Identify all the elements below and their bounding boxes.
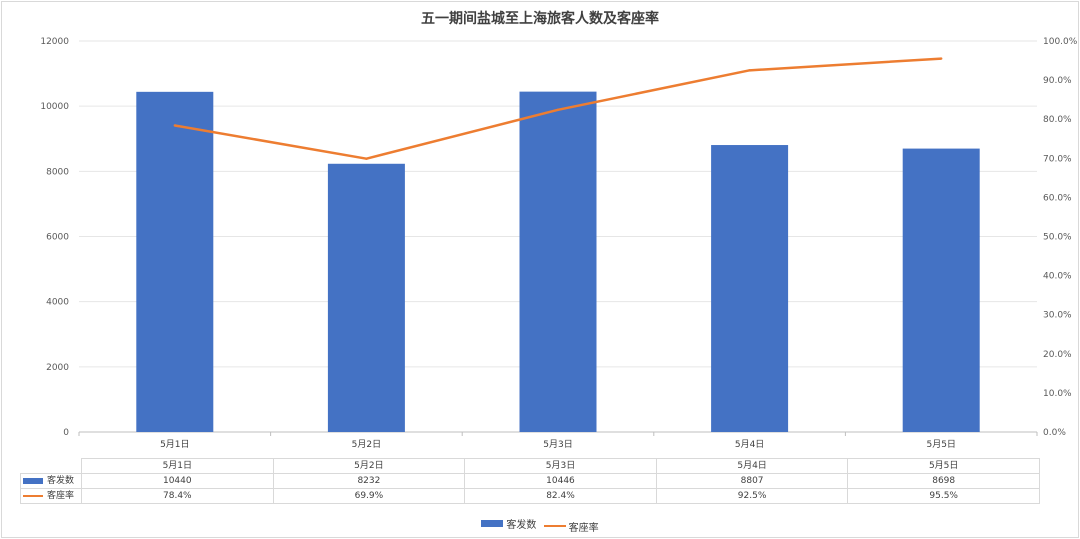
data-table: 5月1日 5月2日 5月3日 5月4日 5月5日客发数 10440 8232 10446 880… <box>20 458 1040 504</box>
legend-bar-label: 客发数 <box>506 520 537 531</box>
table-row-label: 客座率 <box>20 488 82 504</box>
chart-title: 五一期间盐城至上海旅客人数及客座率 <box>421 11 659 27</box>
table-header-cell: 5月4日 <box>655 458 849 474</box>
y-right-tick-label: 10.0% <box>1043 389 1072 399</box>
y-right-tick-label: 0.0% <box>1043 428 1066 438</box>
bar <box>136 91 214 432</box>
y-right-tick-label: 20.0% <box>1043 350 1072 360</box>
table-cell: 8698 <box>847 473 1040 489</box>
y-left-tick-label: 2000 <box>46 363 69 373</box>
chart-plot: 0 2000 4000 6000 8000 10000 12000 0.0% 10.0% 20.0… <box>40 37 1078 450</box>
bar <box>711 145 789 433</box>
table-cell: 10446 <box>464 473 657 489</box>
table-cell: 10440 <box>81 473 274 489</box>
table-cell: 78.4% <box>81 488 274 504</box>
table-legend-key <box>23 494 43 497</box>
y-right-tick-label: 80.0% <box>1043 115 1072 125</box>
y-right-tick-label: 40.0% <box>1043 272 1072 282</box>
table-row-label-text: 客座率 <box>47 491 75 501</box>
table-row: 5月1日 5月2日 5月3日 5月4日 5月5日 <box>20 458 1040 474</box>
legend-bar-swatch <box>481 520 504 527</box>
x-tick-label: 5月2日 <box>352 439 381 450</box>
chart-legend: 客发数 客座率 <box>0 516 1080 534</box>
bar <box>327 163 405 433</box>
y-left-tick-label: 8000 <box>46 167 69 177</box>
y-left-tick-label: 6000 <box>46 233 69 243</box>
table-row-label-text: 客发数 <box>47 476 75 486</box>
y-left-tick-label: 0 <box>63 428 69 438</box>
y-left-tick-label: 12000 <box>40 37 69 47</box>
x-tick-label: 5月1日 <box>160 439 189 450</box>
table-header-cell: 5月3日 <box>464 458 657 474</box>
y-left-tick-label: 10000 <box>40 102 69 112</box>
y-right-tick-label: 30.0% <box>1043 311 1072 321</box>
table-cell: 69.9% <box>272 488 466 504</box>
line-point <box>173 124 176 127</box>
x-tick-label: 5月3日 <box>543 439 572 450</box>
legend-item-bar: 客发数 <box>481 516 536 531</box>
table-cell: 82.4% <box>464 488 657 504</box>
table-legend-key <box>23 477 43 484</box>
y-right-tick-label: 50.0% <box>1043 233 1072 243</box>
table-row-label: 客发数 <box>20 473 82 489</box>
x-tick-label: 5月4日 <box>735 439 764 450</box>
line-point <box>365 157 368 160</box>
table-corner <box>20 458 82 474</box>
y-right-tick-label: 100.0% <box>1043 37 1078 47</box>
line-point <box>748 69 751 72</box>
table-header-cell: 5月5日 <box>847 458 1040 474</box>
table-cell: 92.5% <box>655 488 849 504</box>
table-row: 客座率 78.4% 69.9% 82.4% 92.5% 95.5% <box>20 488 1040 504</box>
y-right-tick-label: 60.0% <box>1043 193 1072 203</box>
x-tick-label: 5月5日 <box>926 439 955 450</box>
legend-line-label: 客座率 <box>568 522 599 534</box>
y-right-tick-label: 70.0% <box>1043 154 1072 164</box>
legend-line-swatch <box>543 525 566 527</box>
bar <box>902 148 980 433</box>
y-right-tick-label: 90.0% <box>1043 76 1072 86</box>
line-point <box>556 108 560 112</box>
table-row: 客发数 10440 8232 10446 8807 8698 <box>20 473 1040 489</box>
table-header-cell: 5月2日 <box>272 458 466 474</box>
y-left-tick-label: 4000 <box>46 298 69 308</box>
table-cell: 8232 <box>272 473 466 489</box>
table-header-cell: 5月1日 <box>81 458 274 474</box>
bar <box>519 91 597 433</box>
legend-item-line: 客座率 <box>543 519 599 534</box>
table-cell: 95.5% <box>847 488 1040 504</box>
line-point <box>940 57 943 60</box>
table-cell: 8807 <box>655 473 849 489</box>
